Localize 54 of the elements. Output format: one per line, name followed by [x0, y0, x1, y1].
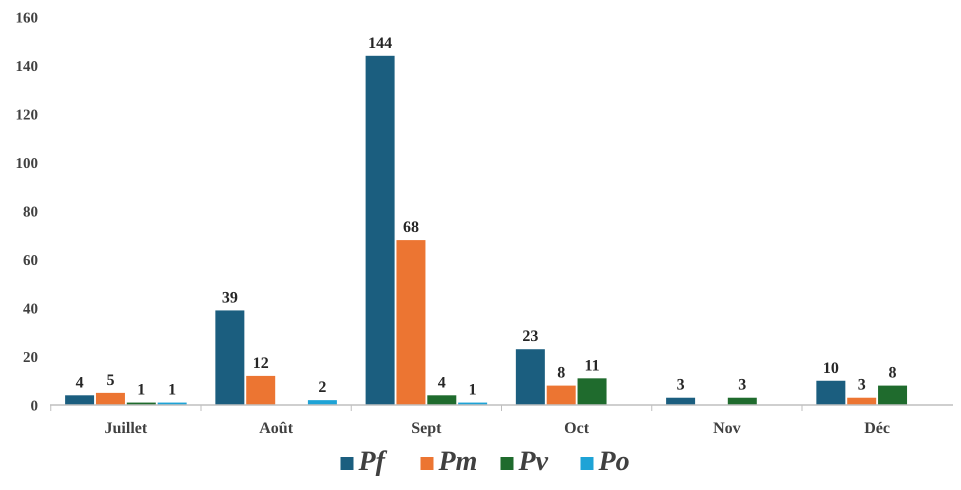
bar [396, 240, 426, 405]
bar [878, 386, 908, 405]
x-tick-label: Oct [564, 420, 590, 437]
data-label: 4 [76, 374, 84, 392]
y-tick-label: 0 [30, 398, 38, 414]
data-label: 3 [858, 376, 866, 394]
legend-label: Po [598, 446, 630, 477]
data-label: 2 [318, 379, 326, 396]
bar [215, 310, 244, 405]
data-label: 12 [252, 354, 269, 372]
bar [427, 395, 456, 405]
bar [578, 378, 607, 405]
bar [308, 400, 337, 405]
data-label: 1 [468, 382, 477, 399]
y-tick-label: 160 [16, 10, 38, 26]
data-label: 23 [522, 328, 538, 346]
data-label: 144 [368, 34, 392, 52]
legend-label: Pv [518, 446, 549, 477]
data-label: 68 [402, 219, 419, 236]
bar [666, 398, 696, 405]
data-label: 11 [584, 357, 600, 374]
bar [516, 349, 545, 405]
x-tick-label: Juillet [104, 420, 148, 437]
bar [65, 395, 94, 405]
bar [847, 398, 876, 405]
legend-label: Pf [358, 446, 388, 477]
bar [96, 392, 125, 405]
bar [366, 56, 395, 405]
data-label: 5 [106, 372, 114, 389]
data-label: 10 [822, 360, 839, 377]
data-label: 3 [738, 376, 746, 394]
data-label: 39 [222, 289, 238, 306]
legend-label: Pm [438, 446, 478, 477]
y-tick-label: 120 [16, 107, 38, 124]
data-label: 4 [438, 374, 446, 392]
data-label: 8 [888, 364, 897, 382]
x-tick-label: Sept [411, 420, 442, 437]
y-tick-label: 40 [23, 301, 38, 318]
bar [246, 376, 276, 405]
y-tick-label: 20 [23, 350, 38, 366]
data-label: 3 [676, 376, 685, 394]
y-tick-label: 60 [23, 252, 38, 269]
bar [816, 380, 846, 405]
x-tick-label: Nov [713, 420, 741, 437]
x-tick-label: Déc [864, 420, 890, 437]
y-tick-label: 140 [16, 58, 38, 75]
y-tick-label: 80 [23, 204, 38, 220]
data-label: 1 [168, 382, 176, 399]
y-tick-label: 100 [16, 156, 38, 172]
bar [728, 398, 757, 405]
data-label: 8 [557, 364, 566, 382]
data-label: 1 [137, 382, 146, 399]
bar [546, 386, 576, 405]
x-tick-label: Août [259, 420, 294, 437]
